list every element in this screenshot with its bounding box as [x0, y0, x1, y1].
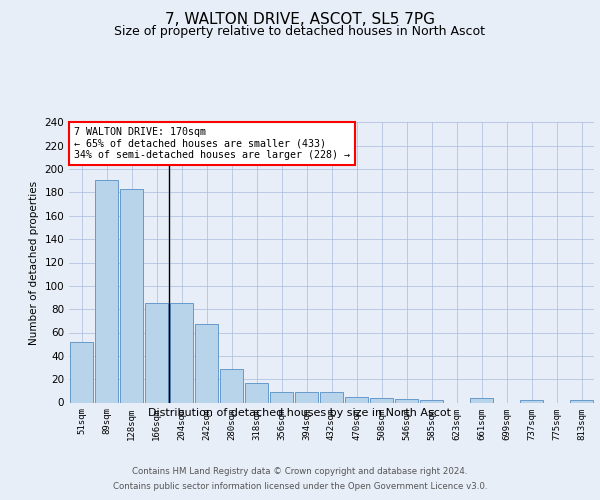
Text: Contains HM Land Registry data © Crown copyright and database right 2024.: Contains HM Land Registry data © Crown c…	[132, 467, 468, 476]
Bar	[145, 304, 169, 402]
Bar	[295, 392, 319, 402]
Bar	[70, 342, 94, 402]
Text: Distribution of detached houses by size in North Ascot: Distribution of detached houses by size …	[149, 408, 452, 418]
Text: 7, WALTON DRIVE, ASCOT, SL5 7PG: 7, WALTON DRIVE, ASCOT, SL5 7PG	[165, 12, 435, 28]
Bar	[320, 392, 343, 402]
Bar	[344, 396, 368, 402]
Text: Contains public sector information licensed under the Open Government Licence v3: Contains public sector information licen…	[113, 482, 487, 491]
Bar	[395, 399, 418, 402]
Bar	[520, 400, 544, 402]
Text: 7 WALTON DRIVE: 170sqm
← 65% of detached houses are smaller (433)
34% of semi-de: 7 WALTON DRIVE: 170sqm ← 65% of detached…	[74, 126, 350, 160]
Bar	[95, 180, 118, 402]
Bar	[119, 189, 143, 402]
Bar	[220, 368, 244, 402]
Y-axis label: Number of detached properties: Number of detached properties	[29, 180, 39, 344]
Bar	[245, 382, 268, 402]
Bar	[419, 400, 443, 402]
Text: Size of property relative to detached houses in North Ascot: Size of property relative to detached ho…	[115, 25, 485, 38]
Bar	[269, 392, 293, 402]
Bar	[470, 398, 493, 402]
Bar	[370, 398, 394, 402]
Bar	[569, 400, 593, 402]
Bar	[194, 324, 218, 402]
Bar	[170, 304, 193, 402]
